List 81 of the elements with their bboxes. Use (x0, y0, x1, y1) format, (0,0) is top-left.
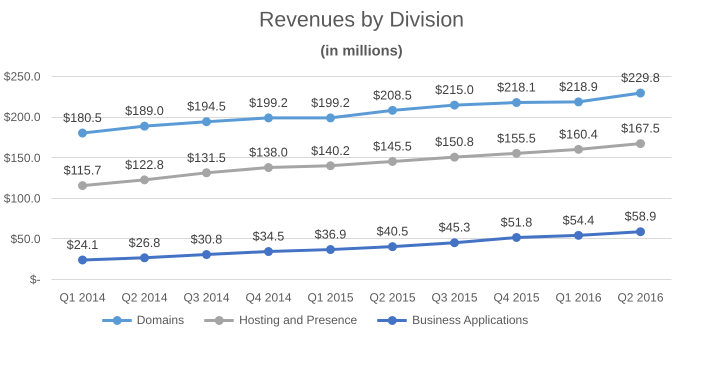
point (326, 113, 335, 122)
data-label: $51.8 (500, 215, 532, 230)
data-label: $30.8 (190, 232, 222, 247)
data-label: $218.1 (497, 80, 536, 95)
data-label: $40.5 (376, 224, 408, 239)
point (264, 163, 273, 172)
x-tick-label: Q1 2015 (307, 290, 354, 304)
point (574, 230, 583, 240)
point (78, 128, 87, 138)
x-tick-label: Q2 2015 (369, 290, 416, 304)
x-tick-label: Q4 2014 (245, 290, 292, 304)
chart-title: Revenues by Division (258, 8, 464, 32)
data-label: $34.5 (252, 230, 284, 244)
legend-label: Domains (136, 313, 184, 327)
legend-label: Business Applications (412, 313, 528, 327)
x-tick-label: Q1 2016 (555, 290, 602, 304)
x-tick-label: Q2 2014 (121, 290, 168, 304)
x-tick-label: Q3 2015 (431, 290, 478, 304)
point (388, 106, 397, 115)
point (140, 175, 149, 184)
data-label: $131.5 (187, 150, 226, 165)
data-label: $180.5 (63, 111, 102, 126)
data-label: $155.5 (497, 131, 536, 146)
data-label: $54.4 (562, 213, 594, 228)
point (512, 98, 521, 108)
y-tick-label: $100.0 (4, 191, 41, 206)
data-label: $145.5 (373, 139, 412, 154)
point (202, 250, 211, 260)
data-label: $167.5 (621, 122, 660, 136)
point (512, 232, 521, 242)
x-tick-label: Q3 2014 (183, 290, 230, 304)
y-tick-label: $- (30, 272, 41, 286)
y-tick-label: $250.0 (4, 70, 41, 84)
point (78, 181, 87, 190)
data-label: $24.1 (66, 238, 98, 252)
data-label: $194.5 (187, 100, 226, 114)
y-tick-label: $150.0 (4, 150, 41, 165)
point (450, 238, 459, 248)
data-label: $189.0 (125, 104, 164, 118)
point (326, 245, 335, 254)
data-label: $160.4 (559, 127, 598, 142)
x-tick-label: Q2 2016 (617, 290, 664, 304)
data-label: $36.9 (314, 228, 346, 242)
data-label: $199.2 (249, 96, 288, 110)
data-label: $138.0 (249, 146, 288, 160)
point (388, 242, 397, 252)
point (140, 122, 149, 131)
point (450, 100, 459, 110)
point (326, 161, 335, 170)
data-label: $140.2 (311, 144, 350, 158)
y-tick-label: $50.0 (10, 232, 41, 246)
point (636, 139, 645, 148)
data-label: $45.3 (438, 220, 470, 235)
point (512, 148, 521, 158)
data-label: $58.9 (624, 210, 656, 224)
data-label: $150.8 (435, 135, 474, 150)
data-label: $199.2 (311, 96, 350, 110)
point (636, 88, 645, 98)
y-tick-label: $200.0 (4, 110, 41, 124)
point (140, 253, 149, 262)
point (574, 97, 583, 106)
point (574, 144, 583, 154)
point (388, 156, 397, 166)
point (264, 247, 273, 256)
x-tick-label: Q1 2014 (59, 290, 106, 304)
data-label: $218.9 (559, 80, 598, 94)
legend-label: Hosting and Presence (239, 313, 358, 327)
data-label: $122.8 (125, 158, 164, 172)
point (450, 152, 459, 162)
data-label: $208.5 (373, 88, 412, 102)
x-tick-label: Q4 2015 (493, 290, 540, 304)
data-label: $229.8 (621, 71, 660, 86)
data-label: $115.7 (64, 164, 102, 178)
chart-subtitle: (in millions) (320, 44, 403, 60)
point (202, 168, 211, 178)
point (202, 117, 211, 126)
data-label: $215.0 (435, 83, 474, 98)
point (264, 113, 273, 122)
point (636, 227, 645, 236)
data-label: $26.8 (128, 236, 160, 250)
point (78, 255, 87, 264)
